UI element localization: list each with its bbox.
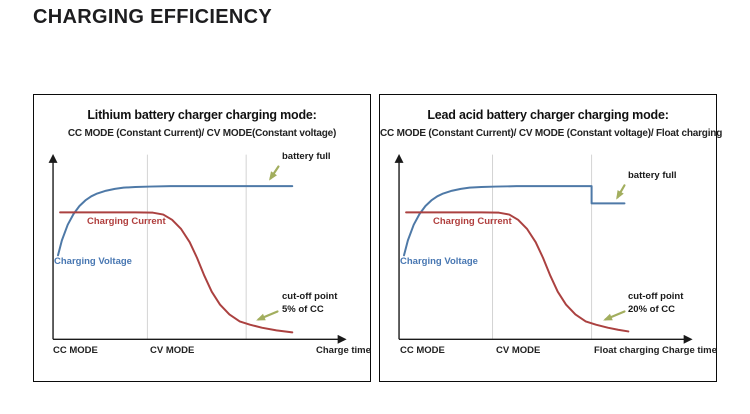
panel-lithium: Lithium battery charger charging mode: C… bbox=[33, 94, 371, 382]
battery-full-label: battery full bbox=[628, 170, 677, 181]
series-charging-current bbox=[59, 211, 294, 334]
cutoff-label-line1: cut-off point bbox=[282, 291, 338, 302]
x-label-charge-time: Charge time bbox=[662, 345, 717, 356]
cutoff-arrow-icon bbox=[603, 310, 626, 321]
x-label-float-charging: Float charging bbox=[594, 345, 660, 356]
cutoff-arrow-icon bbox=[256, 310, 279, 321]
series-charging-current bbox=[405, 211, 630, 333]
cutoff-label: cut-off point 5% of CC bbox=[282, 291, 337, 316]
plot-layer bbox=[57, 154, 294, 340]
x-label-cv-mode: CV MODE bbox=[496, 345, 541, 356]
charging-voltage-label: Charging Voltage bbox=[400, 256, 478, 267]
chart-title: Lead acid battery charger charging mode: bbox=[427, 108, 669, 122]
lithium-chart-canvas bbox=[48, 153, 347, 344]
battery-full-label: battery full bbox=[282, 151, 331, 162]
charging-current-label: Charging Current bbox=[87, 216, 166, 227]
cutoff-label: cut-off point 20% of CC bbox=[628, 291, 683, 316]
chart-subtitle: CC MODE (Constant Current)/ CV MODE (Con… bbox=[380, 128, 723, 139]
x-label-cv-mode: CV MODE bbox=[150, 345, 195, 356]
charging-voltage-label: Charging Voltage bbox=[54, 256, 132, 267]
cutoff-label-line2: 20% of CC bbox=[628, 303, 675, 315]
cutoff-label-line2: 5% of CC bbox=[282, 303, 324, 315]
battery-full-arrow-icon bbox=[616, 184, 626, 200]
chart-subtitle: CC MODE (Constant Current)/ CV MODE(Cons… bbox=[67, 128, 337, 139]
battery-full-arrow-icon bbox=[269, 165, 280, 181]
panel-lead-acid: Lead acid battery charger charging mode:… bbox=[379, 94, 723, 382]
series-charging-voltage bbox=[403, 185, 626, 257]
panels-row: Lithium battery charger charging mode: C… bbox=[33, 94, 750, 382]
page-title: CHARGING EFFICIENCY bbox=[33, 6, 273, 28]
x-label-cc-mode: CC MODE bbox=[53, 345, 98, 356]
x-label-cc-mode: CC MODE bbox=[400, 345, 445, 356]
x-label-charge-time: Charge time bbox=[316, 345, 371, 356]
plot-layer bbox=[403, 154, 630, 340]
lead-acid-chart-canvas bbox=[394, 153, 693, 344]
charging-current-label: Charging Current bbox=[433, 216, 512, 227]
chart-title: Lithium battery charger charging mode: bbox=[87, 108, 317, 122]
cutoff-label-line1: cut-off point bbox=[628, 291, 684, 302]
series-charging-voltage bbox=[57, 185, 294, 257]
